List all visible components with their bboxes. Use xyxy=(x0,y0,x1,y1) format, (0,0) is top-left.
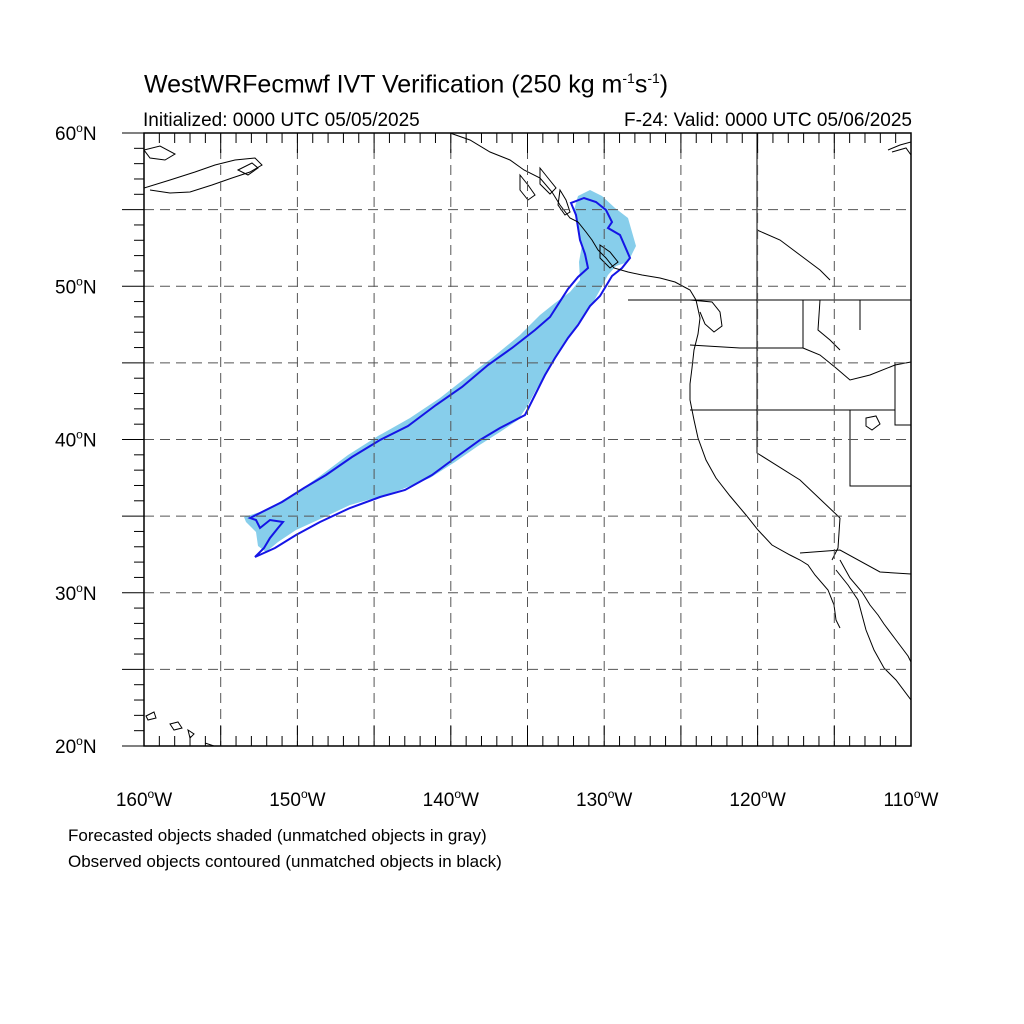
longitude-label: 110oW xyxy=(884,787,939,811)
valid-time-label: F-24: Valid: 0000 UTC 05/06/2025 xyxy=(624,110,912,131)
chart-title: WestWRFecmwf IVT Verification (250 kg m-… xyxy=(144,70,669,99)
latitude-label: 60oN xyxy=(55,121,97,145)
longitude-label: 130oW xyxy=(576,787,632,811)
observed-legend-note: Observed objects contoured (unmatched ob… xyxy=(68,852,502,871)
latitude-label: 20oN xyxy=(55,734,97,758)
forecast-legend-note: Forecasted objects shaded (unmatched obj… xyxy=(68,826,487,845)
axis-ticks xyxy=(122,132,912,747)
latitude-labels: 60oN 50oN 40oN 30oN 20oN xyxy=(55,121,97,758)
gridlines xyxy=(144,133,911,746)
latitude-label: 50oN xyxy=(55,274,97,298)
longitude-label: 160oW xyxy=(116,787,172,811)
observed-ivt-contour xyxy=(247,196,632,558)
initialized-label: Initialized: 0000 UTC 05/05/2025 xyxy=(143,110,420,131)
longitude-label: 140oW xyxy=(423,787,479,811)
forecast-ivt-object xyxy=(244,190,636,552)
latitude-label: 40oN xyxy=(55,428,97,452)
longitude-label: 150oW xyxy=(269,787,325,811)
longitude-labels: 160oW 150oW 140oW 130oW 120oW 110oW xyxy=(116,787,939,811)
longitude-label: 120oW xyxy=(729,787,785,811)
latitude-label: 30oN xyxy=(55,581,97,605)
